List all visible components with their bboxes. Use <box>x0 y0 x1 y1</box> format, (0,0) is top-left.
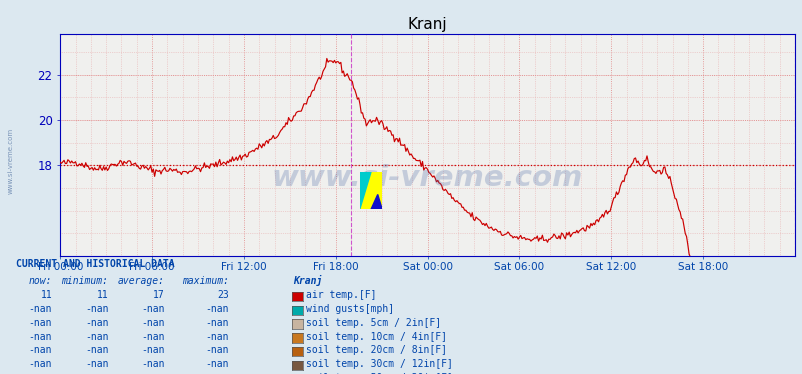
Text: -nan: -nan <box>205 373 229 374</box>
Text: -nan: -nan <box>85 332 108 341</box>
Text: soil temp. 5cm / 2in[F]: soil temp. 5cm / 2in[F] <box>306 318 440 328</box>
Text: soil temp. 10cm / 4in[F]: soil temp. 10cm / 4in[F] <box>306 332 447 341</box>
Text: -nan: -nan <box>29 346 52 355</box>
Text: -nan: -nan <box>29 304 52 314</box>
Text: -nan: -nan <box>141 332 164 341</box>
Text: 11: 11 <box>40 290 52 300</box>
Text: -nan: -nan <box>29 359 52 369</box>
Text: minimum:: minimum: <box>61 276 108 286</box>
Text: -nan: -nan <box>141 318 164 328</box>
Text: -nan: -nan <box>29 373 52 374</box>
Text: -nan: -nan <box>85 318 108 328</box>
Text: -nan: -nan <box>29 332 52 341</box>
Text: -nan: -nan <box>141 373 164 374</box>
Text: -nan: -nan <box>29 318 52 328</box>
Text: -nan: -nan <box>205 318 229 328</box>
Text: 23: 23 <box>217 290 229 300</box>
Text: average:: average: <box>117 276 164 286</box>
Polygon shape <box>359 172 371 209</box>
Text: -nan: -nan <box>141 304 164 314</box>
Text: soil temp. 20cm / 8in[F]: soil temp. 20cm / 8in[F] <box>306 346 447 355</box>
Text: -nan: -nan <box>205 332 229 341</box>
Text: soil temp. 30cm / 12in[F]: soil temp. 30cm / 12in[F] <box>306 359 452 369</box>
Text: -nan: -nan <box>205 346 229 355</box>
Text: 17: 17 <box>152 290 164 300</box>
Text: -nan: -nan <box>141 346 164 355</box>
Text: -nan: -nan <box>141 359 164 369</box>
Polygon shape <box>359 172 382 209</box>
Text: www.si-vreme.com: www.si-vreme.com <box>272 164 582 192</box>
Text: -nan: -nan <box>205 304 229 314</box>
Text: CURRENT AND HISTORICAL DATA: CURRENT AND HISTORICAL DATA <box>16 260 175 269</box>
Text: wind gusts[mph]: wind gusts[mph] <box>306 304 394 314</box>
Text: www.si-vreme.com: www.si-vreme.com <box>7 128 14 194</box>
Text: maximum:: maximum: <box>181 276 229 286</box>
Text: -nan: -nan <box>85 304 108 314</box>
Text: -nan: -nan <box>205 359 229 369</box>
Text: air temp.[F]: air temp.[F] <box>306 290 376 300</box>
Title: Kranj: Kranj <box>407 18 447 33</box>
Text: 11: 11 <box>96 290 108 300</box>
Text: Kranj: Kranj <box>293 275 322 286</box>
Text: -nan: -nan <box>85 373 108 374</box>
Text: -nan: -nan <box>85 346 108 355</box>
Text: -nan: -nan <box>85 359 108 369</box>
Text: now:: now: <box>29 276 52 286</box>
Text: soil temp. 50cm / 20in[F]: soil temp. 50cm / 20in[F] <box>306 373 452 374</box>
Polygon shape <box>371 194 382 209</box>
